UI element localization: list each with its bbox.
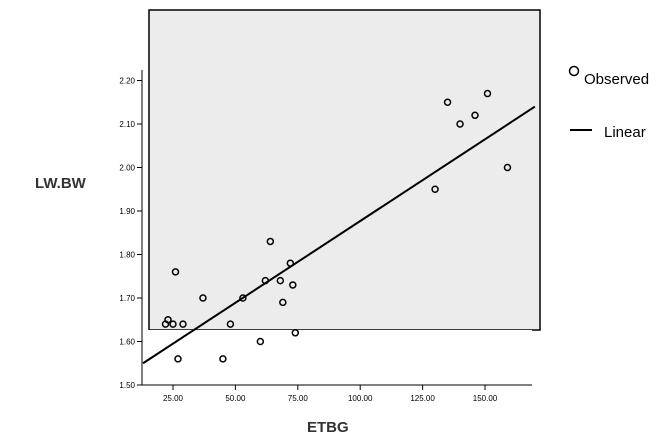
data-point — [431, 185, 439, 193]
data-point — [291, 329, 300, 337]
y-axis-title: LW.BW — [35, 175, 87, 192]
data-point — [239, 294, 247, 302]
data-point — [266, 237, 275, 246]
y-tick-label: 2.20 — [119, 77, 135, 86]
x-axis-title: ETBG — [307, 419, 349, 436]
linear-fit-line — [142, 105, 536, 365]
y-tick-label: 1.60 — [119, 338, 135, 347]
data-point — [256, 337, 265, 346]
y-tick-label: 1.80 — [119, 251, 135, 260]
plot-area-lower — [142, 330, 532, 385]
data-point — [219, 355, 227, 363]
plot-area-upper — [148, 9, 541, 331]
y-tick-label: 2.10 — [119, 120, 135, 129]
legend-linear-label: Linear — [604, 124, 646, 141]
data-point — [443, 98, 452, 106]
data-point — [226, 320, 235, 328]
legend-observed-label: Observed — [584, 71, 649, 88]
data-point — [276, 276, 285, 285]
y-tick-label: 1.70 — [119, 294, 135, 303]
x-tick-label: 25.00 — [163, 394, 184, 403]
data-point — [471, 111, 479, 120]
x-tick-label: 125.00 — [410, 394, 435, 403]
observed-points — [161, 89, 512, 363]
data-point — [174, 355, 182, 363]
data-point — [171, 268, 180, 276]
data-point — [164, 316, 172, 324]
data-point — [483, 89, 492, 98]
legend-observed-marker — [568, 65, 580, 77]
data-point — [456, 120, 464, 128]
x-axis-ticks: 25.00 50.00 75.00 100.00 125.00 150.00 — [163, 385, 498, 403]
data-point — [169, 320, 177, 328]
x-tick-label: 100.00 — [348, 394, 373, 403]
data-point — [261, 276, 270, 285]
x-tick-label: 75.00 — [288, 394, 309, 403]
x-tick-label: 150.00 — [473, 394, 498, 403]
x-tick-label: 50.00 — [225, 394, 246, 403]
y-axis-ticks: 1.50 1.60 1.70 1.80 1.90 2.00 2.10 2.20 — [119, 77, 142, 390]
y-tick-label: 1.50 — [119, 381, 135, 390]
data-point — [199, 294, 207, 302]
data-point — [279, 298, 287, 307]
data-point — [179, 320, 187, 328]
legend: Observed Linear — [568, 65, 649, 141]
y-tick-label: 1.90 — [119, 207, 135, 216]
data-point — [503, 163, 512, 172]
y-tick-label: 2.00 — [119, 164, 135, 173]
data-point — [286, 259, 295, 267]
data-point — [289, 281, 297, 289]
